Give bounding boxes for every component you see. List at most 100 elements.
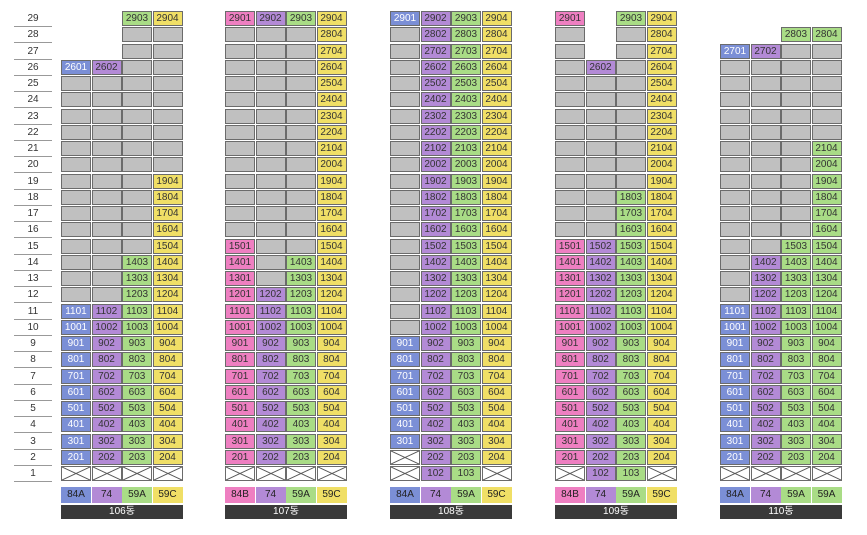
unit-cell[interactable]: 702: [255, 368, 286, 384]
unit-cell[interactable]: 1104: [316, 303, 347, 319]
unit-cell[interactable]: 1403: [286, 254, 316, 270]
unit-cell[interactable]: 1403: [451, 254, 481, 270]
unit-cell[interactable]: 604: [646, 384, 677, 400]
unit-cell[interactable]: 703: [122, 368, 152, 384]
unit-cell[interactable]: 2904: [481, 11, 512, 26]
unit-cell[interactable]: 1303: [451, 271, 481, 286]
unit-cell[interactable]: 1002: [91, 319, 122, 335]
unit-cell[interactable]: 2404: [316, 92, 347, 108]
unit-cell[interactable]: 201: [225, 449, 255, 465]
unit-cell[interactable]: 1703: [451, 206, 481, 221]
unit-cell[interactable]: 1003: [122, 319, 152, 335]
unit-cell[interactable]: 1804: [646, 189, 677, 205]
unit-cell[interactable]: 102: [585, 466, 616, 481]
unit-cell[interactable]: 803: [451, 352, 481, 368]
unit-cell[interactable]: 501: [720, 401, 750, 416]
unit-cell[interactable]: 904: [811, 336, 842, 351]
unit-cell[interactable]: 2504: [646, 76, 677, 91]
unit-cell[interactable]: 301: [720, 433, 750, 449]
unit-cell[interactable]: 704: [646, 368, 677, 384]
unit-cell[interactable]: 603: [451, 384, 481, 400]
unit-cell[interactable]: 2202: [420, 124, 451, 140]
unit-cell[interactable]: 1704: [481, 206, 512, 221]
unit-cell[interactable]: 2104: [481, 141, 512, 156]
unit-cell[interactable]: 902: [420, 336, 451, 351]
unit-cell[interactable]: 602: [750, 384, 781, 400]
unit-cell[interactable]: 1403: [781, 254, 811, 270]
unit-cell[interactable]: 903: [616, 336, 646, 351]
unit-cell[interactable]: 2804: [481, 27, 512, 43]
unit-cell[interactable]: 1804: [481, 189, 512, 205]
unit-cell[interactable]: 801: [555, 352, 585, 368]
unit-cell[interactable]: 303: [781, 433, 811, 449]
unit-cell[interactable]: 1204: [811, 287, 842, 303]
unit-cell[interactable]: 1104: [481, 303, 512, 319]
unit-cell[interactable]: 401: [225, 417, 255, 433]
unit-cell[interactable]: 1102: [750, 303, 781, 319]
unit-cell[interactable]: 1604: [646, 222, 677, 238]
unit-cell[interactable]: 204: [481, 449, 512, 465]
unit-cell[interactable]: 603: [286, 384, 316, 400]
unit-cell[interactable]: 1401: [555, 254, 585, 270]
unit-cell[interactable]: 1203: [286, 287, 316, 303]
unit-cell[interactable]: 2904: [152, 11, 183, 26]
unit-cell[interactable]: 1504: [646, 238, 677, 254]
unit-cell[interactable]: 603: [781, 384, 811, 400]
unit-cell[interactable]: 401: [61, 417, 91, 433]
unit-cell[interactable]: 2804: [646, 27, 677, 43]
unit-cell[interactable]: 604: [481, 384, 512, 400]
unit-cell[interactable]: 1202: [255, 287, 286, 303]
unit-cell[interactable]: 1102: [420, 303, 451, 319]
unit-cell[interactable]: 401: [390, 417, 420, 433]
unit-cell[interactable]: 302: [420, 433, 451, 449]
unit-cell[interactable]: 2902: [255, 11, 286, 26]
unit-cell[interactable]: 1103: [122, 303, 152, 319]
unit-cell[interactable]: 2304: [481, 108, 512, 124]
unit-cell[interactable]: 1604: [811, 222, 842, 238]
unit-cell[interactable]: 1302: [750, 271, 781, 286]
unit-cell[interactable]: 301: [555, 433, 585, 449]
unit-cell[interactable]: 1004: [481, 319, 512, 335]
unit-cell[interactable]: 1303: [781, 271, 811, 286]
unit-cell[interactable]: 404: [152, 417, 183, 433]
unit-cell[interactable]: 1504: [811, 238, 842, 254]
unit-cell[interactable]: 403: [616, 417, 646, 433]
unit-cell[interactable]: 2004: [481, 157, 512, 173]
unit-cell[interactable]: 803: [122, 352, 152, 368]
unit-cell[interactable]: 1904: [152, 173, 183, 189]
unit-cell[interactable]: 1304: [316, 271, 347, 286]
unit-cell[interactable]: 2204: [316, 124, 347, 140]
unit-cell[interactable]: 204: [646, 449, 677, 465]
unit-cell[interactable]: 203: [781, 449, 811, 465]
unit-cell[interactable]: 504: [481, 401, 512, 416]
unit-cell[interactable]: 1101: [61, 303, 91, 319]
unit-cell[interactable]: 2404: [646, 92, 677, 108]
unit-cell[interactable]: 1502: [420, 238, 451, 254]
unit-cell[interactable]: 704: [316, 368, 347, 384]
unit-cell[interactable]: 603: [616, 384, 646, 400]
unit-cell[interactable]: 1201: [225, 287, 255, 303]
unit-cell[interactable]: 2803: [451, 27, 481, 43]
unit-cell[interactable]: 1704: [316, 206, 347, 221]
unit-cell[interactable]: 1102: [91, 303, 122, 319]
unit-cell[interactable]: 1904: [646, 173, 677, 189]
unit-cell[interactable]: 703: [616, 368, 646, 384]
unit-cell[interactable]: 1203: [616, 287, 646, 303]
unit-cell[interactable]: 302: [750, 433, 781, 449]
unit-cell[interactable]: 403: [451, 417, 481, 433]
unit-cell[interactable]: 302: [585, 433, 616, 449]
unit-cell[interactable]: 202: [255, 449, 286, 465]
unit-cell[interactable]: 502: [255, 401, 286, 416]
unit-cell[interactable]: 1001: [225, 319, 255, 335]
unit-cell[interactable]: 1001: [61, 319, 91, 335]
unit-cell[interactable]: 701: [555, 368, 585, 384]
unit-cell[interactable]: 2903: [451, 11, 481, 26]
unit-cell[interactable]: 903: [122, 336, 152, 351]
unit-cell[interactable]: 1303: [122, 271, 152, 286]
unit-cell[interactable]: 2901: [390, 11, 420, 26]
unit-cell[interactable]: 1004: [152, 319, 183, 335]
unit-cell[interactable]: 302: [91, 433, 122, 449]
unit-cell[interactable]: 604: [152, 384, 183, 400]
unit-cell[interactable]: 902: [91, 336, 122, 351]
unit-cell[interactable]: 2503: [451, 76, 481, 91]
